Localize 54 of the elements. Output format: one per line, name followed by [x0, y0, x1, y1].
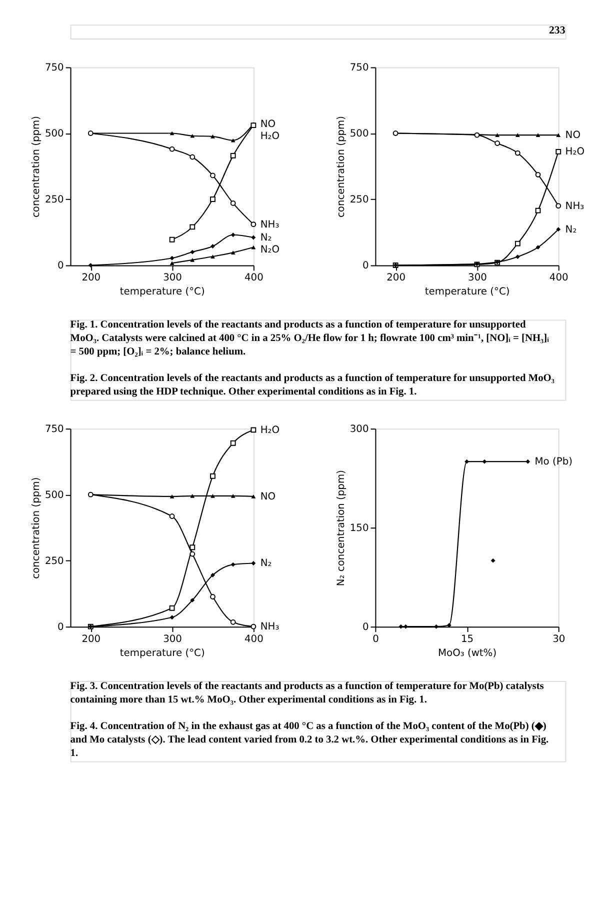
x-tick-label: 200 — [82, 634, 101, 645]
series-label: N₂ — [565, 224, 577, 236]
x-tick-label: 200 — [82, 272, 101, 284]
y-tick-label: 250 — [350, 194, 369, 206]
y-tick-label: 250 — [44, 556, 64, 568]
y-axis-title: concentration (ppm) — [31, 477, 42, 579]
y-tick-label: 500 — [44, 128, 64, 140]
x-tick-label: 400 — [549, 272, 568, 284]
y-tick-label: 300 — [350, 424, 369, 436]
x-tick-label: 400 — [244, 634, 264, 645]
x-tick-label: 30 — [552, 634, 566, 645]
x-tick-label: 0 — [372, 634, 379, 645]
caption: Fig. 4. Concentration of N₂ in the exhaust gas at 400 °C as a function of the MoO₃ content of the Mo(Pb) (◆) and Mo catalysts (◇). The lead content varied from 0.2 to 3.2 wt.%. Other experimental conditions as in Fig. 1. — [70, 721, 549, 759]
x-tick-label: 15 — [460, 634, 474, 645]
caption: Fig. 2. Concentration levels of the reactants and products as a function of temperature for unsupported MoO₃ prepared using the HDP technique. Other experimental conditions as in Fig. 1. — [70, 373, 554, 398]
y-tick-label: 750 — [44, 62, 64, 74]
series-label: NH₃ — [260, 219, 280, 230]
series-label: NO — [260, 491, 276, 502]
y-tick-label: 0 — [58, 260, 64, 272]
series-label: H₂O — [260, 130, 280, 142]
y-axis-title: concentration (ppm) — [336, 116, 347, 218]
series-label: N₂ — [260, 558, 272, 570]
x-tick-label: 400 — [244, 272, 264, 284]
y-tick-label: 0 — [362, 260, 369, 272]
x-axis-title: temperature (°C) — [120, 286, 205, 298]
y-tick-label: 500 — [350, 128, 369, 140]
y-tick-label: 750 — [44, 424, 64, 436]
x-axis-title: temperature (°C) — [120, 648, 205, 659]
y-axis-title: concentration (ppm) — [31, 116, 42, 218]
y-tick-label: 150 — [350, 523, 369, 534]
y-tick-label: 750 — [350, 62, 369, 74]
caption: Fig. 1. Concentration levels of the reactants and products as a function of temperature for unsupported MoO₃. Catalysts were calcined at 400 °C in a 25% O₂/He flow for 1 h; flowrate 100 cm³ min⁻¹, [NO]ᵢ = [NH₃]ᵢ = 500 ppm; [O₂]ᵢ = 2%; balance helium. — [70, 320, 550, 358]
y-tick-label: 250 — [44, 194, 64, 206]
y-tick-label: 0 — [58, 622, 64, 634]
text: 233 — [548, 24, 566, 37]
x-tick-label: 300 — [468, 272, 487, 284]
series-label: NO — [565, 130, 581, 142]
series-label: NH₃ — [565, 200, 584, 212]
x-tick-label: 300 — [163, 272, 182, 284]
series-label: N₂ — [260, 232, 272, 244]
x-axis-title: MoO₃ (wt%) — [438, 648, 497, 659]
y-tick-label: 500 — [44, 490, 64, 502]
series-label: NO — [260, 118, 276, 130]
y-tick-label: 0 — [362, 622, 369, 634]
series-label: N₂O — [260, 244, 280, 256]
x-axis-title: temperature (°C) — [424, 286, 510, 298]
series-label: NH₃ — [260, 622, 280, 633]
series-label: H₂O — [565, 146, 585, 158]
y-axis-title: N₂ concentration (ppm) — [336, 470, 347, 586]
x-tick-label: 300 — [163, 634, 182, 645]
caption: Fig. 3. Concentration levels of the reactants and products as a function of temperature for Mo(Pb) catalysts containing more than 15 wt.% MoO₃. Other experimental conditions as in Fig. 1. — [70, 680, 544, 706]
x-tick-label: 200 — [386, 272, 406, 284]
series-label: Mo (Pb) — [534, 456, 573, 468]
series-label: H₂O — [260, 424, 280, 436]
